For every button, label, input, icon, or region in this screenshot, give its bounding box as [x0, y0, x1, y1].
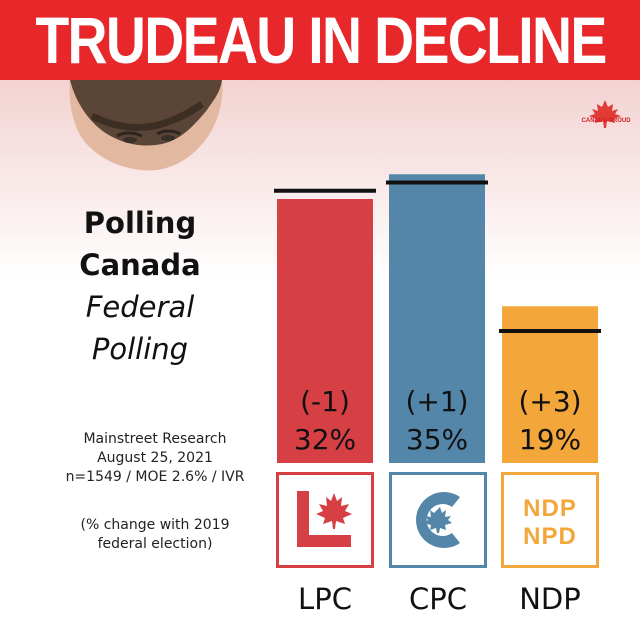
cpc-logo-box — [389, 472, 487, 568]
politician-photo — [69, 80, 223, 171]
poll-source: Mainstreet Research August 25, 2021 n=15… — [30, 430, 280, 487]
conservative-logo-icon — [416, 492, 460, 548]
publisher-name-line1: Polling — [83, 206, 197, 240]
brand-logo-text: CANADA PROUD — [581, 118, 631, 124]
publisher-name-line2: Canada — [79, 248, 201, 282]
lpc-logo-box — [276, 472, 374, 568]
banner: TRUDEAU IN DECLINE — [0, 0, 640, 80]
change-label-lpc: (-1) — [300, 385, 350, 418]
bar-lpc — [277, 199, 373, 463]
value-label-cpc: 35% — [406, 423, 468, 456]
party-label-lpc: LPC — [298, 582, 352, 616]
maple-leaf-icon — [589, 100, 621, 128]
publisher-subtitle-line2: Polling — [91, 332, 189, 366]
change-label-ndp: (+3) — [518, 385, 581, 418]
change-note: (% change with 2019 federal election) — [30, 516, 280, 554]
ndp-logo-text-line1: NDP — [523, 495, 577, 522]
change-label-cpc: (+1) — [405, 385, 468, 418]
poll-firm: Mainstreet Research — [83, 431, 227, 447]
change-note-line1: (% change with 2019 — [80, 517, 230, 533]
poll-details: n=1549 / MOE 2.6% / IVR — [65, 469, 245, 485]
poll-date: August 25, 2021 — [97, 450, 213, 466]
value-label-lpc: 32% — [294, 423, 356, 456]
bar-cpc — [389, 174, 485, 463]
value-label-ndp: 19% — [519, 423, 581, 456]
party-label-ndp: NDP — [519, 582, 581, 616]
ndp-logo-box: NDP NPD — [501, 472, 599, 568]
party-label-cpc: CPC — [409, 582, 467, 616]
publisher-block: Polling Canada Federal Polling — [40, 202, 240, 370]
liberal-logo-icon — [297, 491, 352, 547]
banner-title: TRUDEAU IN DECLINE — [34, 3, 607, 77]
change-note-line2: federal election) — [97, 536, 213, 552]
publisher-subtitle-line1: Federal — [85, 290, 195, 324]
ndp-logo-text-line2: NPD — [523, 523, 577, 550]
